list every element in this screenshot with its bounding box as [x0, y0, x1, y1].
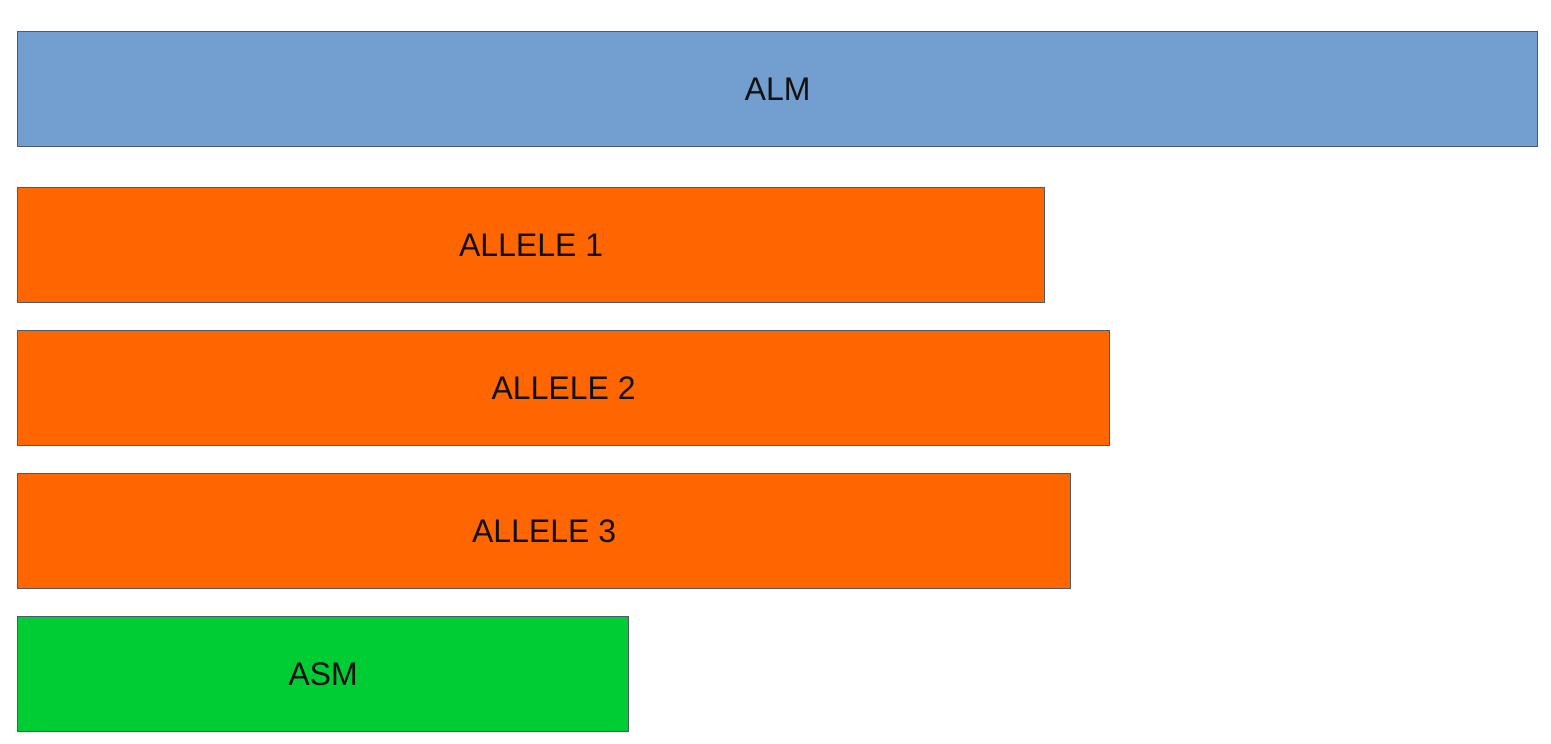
allele-2-label: ALLELE 2 [491, 369, 636, 406]
allele-2-block: ALLELE 2 [17, 330, 1110, 446]
allele-3-label: ALLELE 3 [471, 512, 617, 549]
allele-1-block: ALLELE 1 [17, 187, 1045, 303]
asm-block: ASM [17, 616, 629, 732]
alm-block: ALM [17, 31, 1538, 147]
allele-3-block: ALLELE 3 [17, 473, 1071, 589]
asm-label: ASM [288, 655, 358, 692]
allele-1-label: ALLELE 1 [458, 226, 604, 263]
alm-label: ALM [744, 70, 811, 107]
